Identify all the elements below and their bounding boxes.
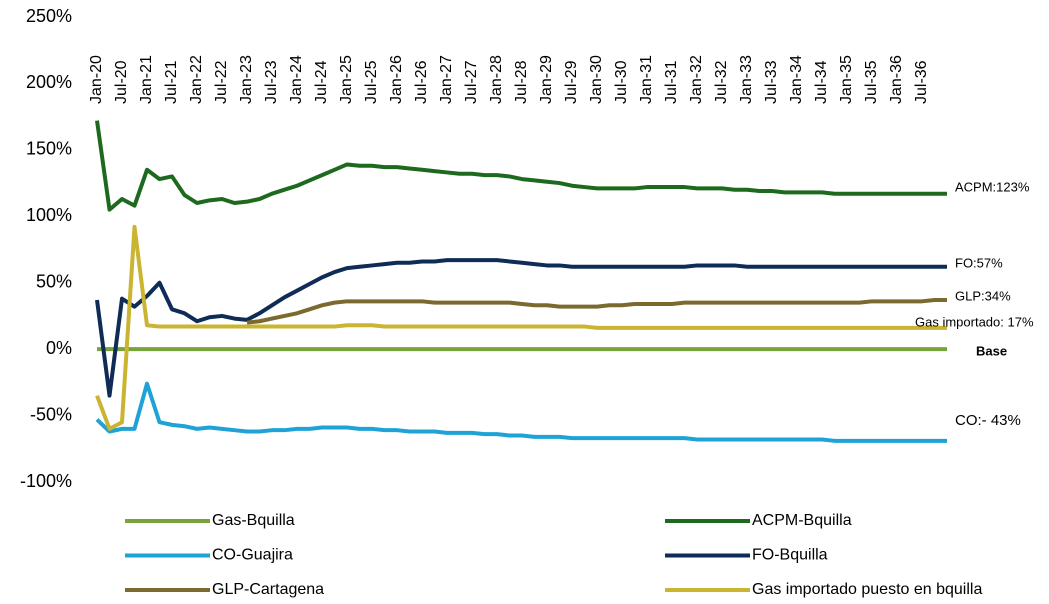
x-tick-label: Jan-31	[638, 55, 655, 104]
x-tick-label: Jan-27	[438, 55, 455, 104]
legend-label: FO-Bquilla	[752, 547, 828, 564]
x-tick-label: Jul-33	[763, 60, 780, 104]
x-tick-label: Jan-22	[188, 55, 205, 104]
x-tick-label: Jul-29	[563, 60, 580, 104]
y-tick-label: 100%	[26, 205, 72, 225]
x-tick-label: Jan-33	[738, 55, 755, 104]
x-tick-label: Jan-29	[538, 55, 555, 104]
y-tick-label: 250%	[26, 6, 72, 26]
y-tick-label: -100%	[20, 471, 72, 491]
y-tick-label: -50%	[30, 404, 72, 424]
x-tick-label: Jul-26	[413, 60, 430, 104]
x-tick-label: Jul-22	[213, 60, 230, 104]
legend-label: GLP-Cartagena	[212, 581, 324, 598]
annotation: CO:- 43%	[955, 412, 1021, 429]
x-tick-label: Jul-28	[513, 60, 530, 104]
x-tick-label: Jul-20	[113, 60, 130, 104]
x-tick-label: Jul-31	[663, 60, 680, 104]
annotation: Base	[976, 343, 1007, 358]
annotation: FO:57%	[955, 255, 1003, 270]
x-tick-label: Jul-21	[163, 60, 180, 104]
x-tick-label: Jan-20	[88, 55, 105, 104]
series-line	[95, 381, 947, 443]
annotation: ACPM:123%	[955, 179, 1030, 194]
x-tick-label: Jul-25	[363, 60, 380, 104]
annotation: GLP:34%	[955, 288, 1011, 303]
annotation: Gas importado: 17%	[915, 314, 1034, 329]
x-tick-label: Jul-32	[713, 60, 730, 104]
x-tick-label: Jan-36	[888, 55, 905, 104]
series-line	[95, 258, 947, 398]
x-tick-label: Jul-23	[263, 60, 280, 104]
x-tick-label: Jan-21	[138, 55, 155, 104]
x-tick-label: Jan-23	[238, 55, 255, 104]
x-tick-label: Jan-25	[338, 55, 355, 104]
x-tick-label: Jul-24	[313, 60, 330, 104]
legend-label: ACPM-Bquilla	[752, 512, 852, 529]
x-tick-label: Jul-36	[913, 60, 930, 104]
x-tick-label: Jul-35	[863, 60, 880, 104]
x-tick-label: Jan-35	[838, 55, 855, 104]
y-tick-label: 200%	[26, 72, 72, 92]
series-line	[95, 120, 947, 212]
x-tick-label: Jul-30	[613, 60, 630, 104]
x-tick-label: Jul-27	[463, 60, 480, 104]
x-tick-label: Jan-30	[588, 55, 605, 104]
series-line	[246, 297, 947, 325]
x-tick-label: Jan-28	[488, 55, 505, 104]
x-tick-label: Jan-26	[388, 55, 405, 104]
x-tick-label: Jan-32	[688, 55, 705, 104]
legend-label: Gas-Bquilla	[212, 512, 295, 529]
x-tick-label: Jul-34	[813, 60, 830, 104]
legend-label: Gas importado puesto en bquilla	[752, 581, 982, 598]
legend-label: CO-Guajira	[212, 547, 293, 564]
y-tick-label: 50%	[36, 271, 72, 291]
x-tick-label: Jan-34	[788, 55, 805, 104]
y-tick-label: 0%	[46, 338, 72, 358]
x-tick-label: Jan-24	[288, 55, 305, 104]
series-line	[95, 224, 947, 431]
y-tick-label: 150%	[26, 139, 72, 159]
